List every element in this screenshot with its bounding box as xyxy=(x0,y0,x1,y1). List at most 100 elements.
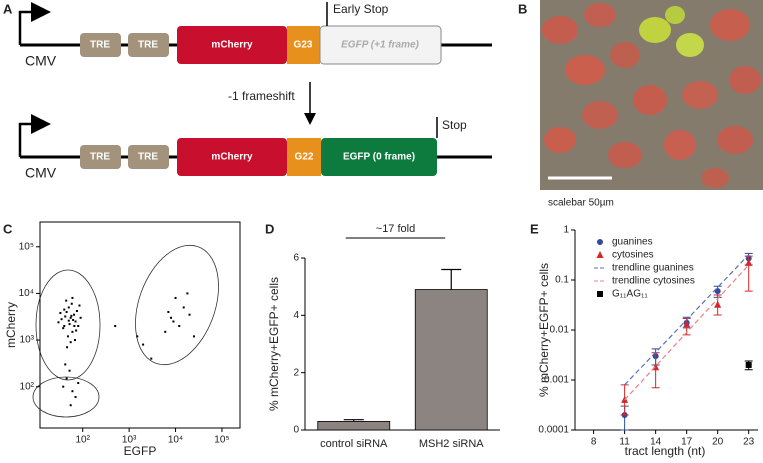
data-point xyxy=(683,320,691,328)
event-dot xyxy=(174,296,177,299)
event-dot xyxy=(68,323,71,326)
event-dot xyxy=(70,302,73,305)
y-tick-label: 2 xyxy=(293,367,299,378)
stop-label: Stop xyxy=(442,118,467,132)
event-dot xyxy=(63,325,66,328)
micrograph xyxy=(540,0,763,190)
event-dot xyxy=(71,330,74,333)
event-dot xyxy=(193,335,196,338)
element: TRE xyxy=(90,152,110,163)
x-tick-label: 8 xyxy=(591,437,597,448)
stop-label: Early Stop xyxy=(333,2,389,16)
x-tick-label: 20 xyxy=(712,437,724,448)
x-tick-label: 17 xyxy=(681,437,693,448)
event-dot xyxy=(65,299,68,302)
y-tick-label: 0.1 xyxy=(555,275,569,286)
event-dot xyxy=(114,325,117,328)
event-dot xyxy=(188,313,191,316)
legend-swatch xyxy=(597,291,603,297)
panel-label: B xyxy=(518,1,527,16)
x-tick-label: 14 xyxy=(650,437,662,448)
x-tick-label: MSH2 siRNA xyxy=(419,438,484,450)
data-point xyxy=(745,258,753,266)
event-dot xyxy=(150,357,153,360)
bar xyxy=(414,289,488,431)
promoter: CMV xyxy=(25,53,57,69)
y-axis-label: mCherry xyxy=(4,302,18,348)
event-dot xyxy=(57,321,60,324)
event-dot xyxy=(182,306,185,309)
event-dot xyxy=(66,335,69,338)
bar xyxy=(317,420,391,431)
plot-frame xyxy=(39,221,241,429)
event-dot xyxy=(62,327,65,330)
event-dot xyxy=(67,319,70,322)
y-axis-label: % mCherry+EGFP+ cells xyxy=(537,263,551,397)
x-tick-label: control siRNA xyxy=(320,438,388,450)
event-dot xyxy=(69,341,72,344)
y-tick-label: 1 xyxy=(563,225,569,236)
event-dot xyxy=(136,335,139,338)
event-dot xyxy=(72,318,75,321)
x-axis-label: EGFP xyxy=(124,444,157,458)
event-dot xyxy=(172,320,175,323)
y-tick-label: 10⁴ xyxy=(19,288,34,299)
legend-label: trendline guanines xyxy=(612,263,694,274)
event-dot xyxy=(71,296,74,299)
event-dot xyxy=(73,313,76,316)
error-bar xyxy=(441,268,462,290)
event-dot xyxy=(66,346,69,349)
legend-swatch xyxy=(596,251,604,258)
y-tick-label: 10³ xyxy=(20,335,35,346)
event-dot xyxy=(142,343,145,346)
element: EGFP (+1 frame) xyxy=(341,40,419,51)
x-axis-label: tract length (nt) xyxy=(625,444,706,458)
y-tick-label: 0.0001 xyxy=(538,425,569,436)
event-dot xyxy=(63,308,66,311)
arrow-label: -1 frameshift xyxy=(228,89,295,103)
event-dot xyxy=(78,304,81,307)
event-dot xyxy=(67,306,70,309)
legend-label: guanines xyxy=(612,237,653,248)
panel-label: C xyxy=(3,221,13,236)
y-tick-label: 6 xyxy=(293,253,299,264)
event-dot xyxy=(73,339,76,342)
data-point xyxy=(714,300,722,308)
x-tick-label: 10² xyxy=(76,435,91,446)
event-dot xyxy=(59,312,62,315)
event-dot xyxy=(71,390,74,393)
construct-bottom: CMV TRE TRE mCherry G22 EGFP (0 frame) S… xyxy=(18,114,492,181)
data-point xyxy=(745,361,752,368)
event-dot xyxy=(75,329,78,332)
x-tick-label: 10³ xyxy=(122,435,137,446)
y-tick-label: 0.01 xyxy=(550,325,570,336)
event-dot xyxy=(65,310,68,313)
event-dot xyxy=(77,381,80,384)
y-tick-label: 10⁵ xyxy=(19,241,34,252)
error-bar xyxy=(343,419,364,422)
element: TRE xyxy=(138,152,158,163)
y-tick-label: 0.001 xyxy=(544,375,569,386)
error-bar xyxy=(651,352,660,389)
panel-label: D xyxy=(265,221,274,236)
event-dot xyxy=(79,316,82,319)
element: mCherry xyxy=(211,40,253,51)
event-dot xyxy=(74,396,77,399)
event-dot xyxy=(170,316,173,319)
event-dot xyxy=(64,363,67,366)
promoter: CMV xyxy=(25,165,57,181)
annotation: ~17 fold xyxy=(376,223,415,235)
panel-label: E xyxy=(530,221,539,236)
event-dot xyxy=(68,369,71,372)
event-dot xyxy=(77,325,80,328)
event-dot xyxy=(178,325,181,328)
event-dot xyxy=(69,316,72,319)
element: mCherry xyxy=(211,152,253,163)
event-dot xyxy=(60,318,63,321)
y-axis-label: % mCherry+EGFP+ cells xyxy=(267,277,281,411)
x-tick-label: 10⁵ xyxy=(214,435,229,446)
event-dot xyxy=(74,320,77,323)
element: TRE xyxy=(138,40,158,51)
